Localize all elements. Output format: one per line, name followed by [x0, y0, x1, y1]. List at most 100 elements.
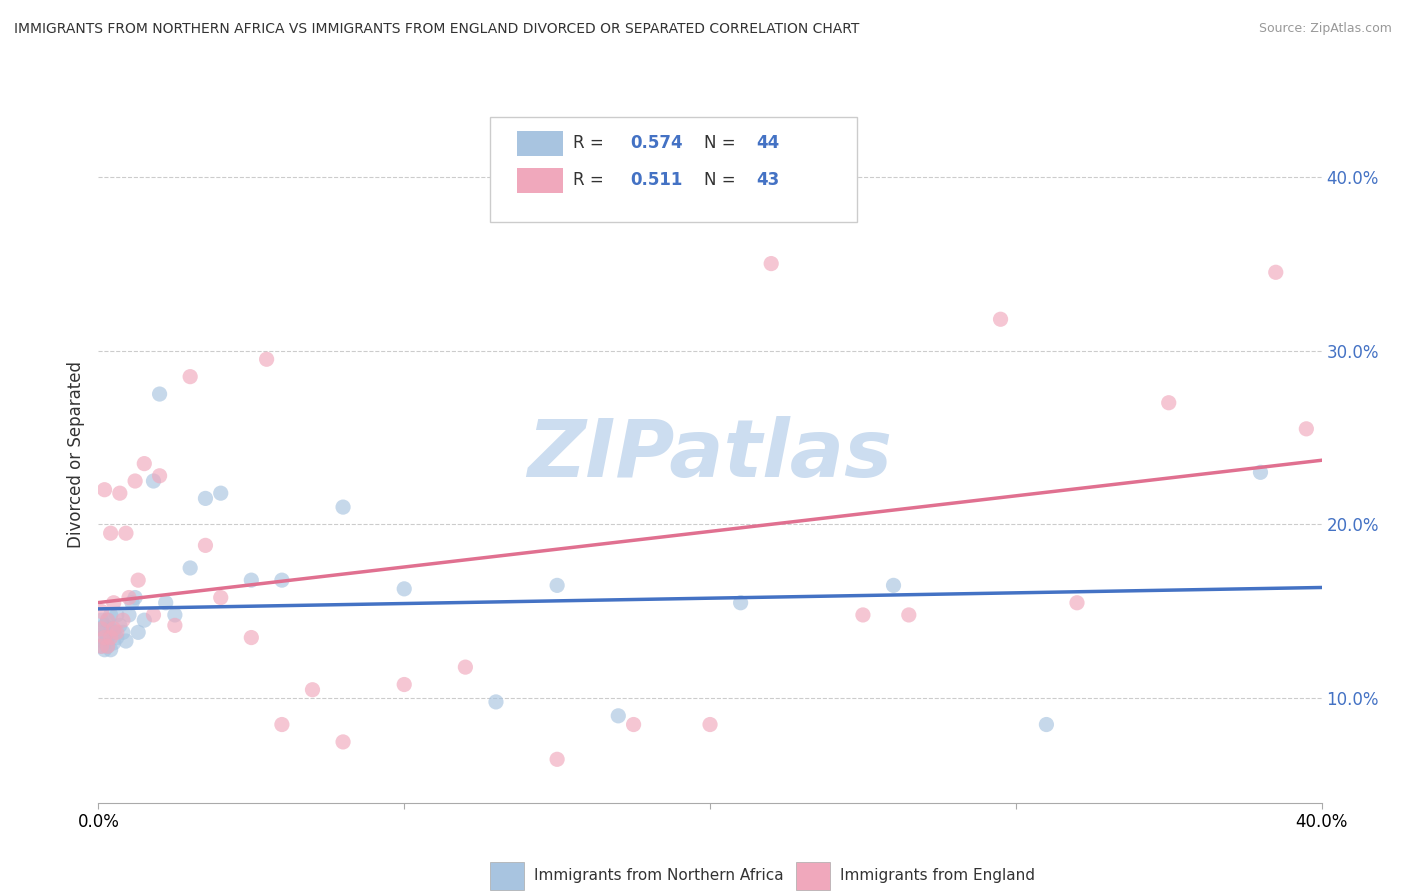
Point [118, 607, 141, 622]
Point [163, 607, 186, 622]
Point [97, 613, 120, 627]
Bar [517, 169, 564, 193]
Point [852, 607, 875, 622]
Point [127, 573, 149, 587]
Point [97, 639, 120, 653]
Point [256, 352, 278, 367]
Text: 0.511: 0.511 [630, 171, 683, 189]
Text: R =: R = [574, 171, 614, 189]
Point [301, 682, 323, 697]
Point [100, 642, 122, 657]
Point [93, 625, 115, 640]
Point [97, 631, 120, 645]
Point [179, 369, 201, 384]
Point [103, 636, 125, 650]
Point [93, 631, 115, 645]
Point [93, 642, 115, 657]
Point [194, 538, 217, 552]
Text: 44: 44 [756, 134, 780, 153]
Point [623, 717, 645, 731]
Point [127, 625, 149, 640]
Point [759, 257, 782, 271]
Point [392, 582, 416, 596]
Text: R =: R = [574, 134, 609, 153]
Point [103, 625, 125, 640]
Text: N =: N = [704, 171, 741, 189]
Point [485, 695, 508, 709]
Point [392, 677, 416, 691]
Point [105, 631, 128, 645]
Point [90, 605, 112, 619]
Point [897, 607, 920, 622]
Point [730, 596, 752, 610]
Point [134, 457, 156, 471]
Point [270, 573, 292, 587]
Point [121, 596, 143, 610]
Point [149, 387, 172, 401]
Point [105, 625, 128, 640]
Point [1249, 466, 1271, 480]
Point [100, 622, 122, 636]
Point [90, 622, 112, 636]
Point [332, 500, 354, 514]
Point [108, 618, 131, 632]
Point [93, 636, 115, 650]
Bar [489, 862, 524, 889]
Point [93, 618, 115, 632]
Point [90, 622, 112, 636]
Point [115, 634, 138, 648]
Point [100, 631, 122, 645]
Point [155, 596, 177, 610]
Point [108, 486, 131, 500]
Point [607, 708, 630, 723]
Bar [517, 131, 564, 156]
Point [97, 613, 120, 627]
Point [93, 483, 115, 497]
Text: IMMIGRANTS FROM NORTHERN AFRICA VS IMMIGRANTS FROM ENGLAND DIVORCED OR SEPARATED: IMMIGRANTS FROM NORTHERN AFRICA VS IMMIG… [14, 22, 859, 37]
Point [1157, 395, 1180, 409]
Point [179, 561, 201, 575]
Point [1264, 265, 1286, 279]
Point [883, 578, 905, 592]
Text: 43: 43 [756, 171, 780, 189]
Point [142, 474, 165, 488]
Point [124, 474, 146, 488]
Point [194, 491, 217, 506]
Point [332, 735, 354, 749]
Point [699, 717, 721, 731]
Text: N =: N = [704, 134, 741, 153]
Text: Immigrants from Northern Africa: Immigrants from Northern Africa [534, 868, 783, 883]
Point [97, 639, 120, 653]
Point [90, 613, 112, 627]
Point [1035, 717, 1057, 731]
Point [149, 468, 172, 483]
Point [115, 526, 138, 541]
Point [118, 591, 141, 605]
Point [134, 613, 156, 627]
Point [240, 573, 263, 587]
Text: Source: ZipAtlas.com: Source: ZipAtlas.com [1258, 22, 1392, 36]
Point [209, 486, 232, 500]
Text: 0.574: 0.574 [630, 134, 683, 153]
Point [240, 631, 263, 645]
Point [90, 639, 112, 653]
Point [1066, 596, 1088, 610]
Point [163, 618, 186, 632]
Point [142, 607, 165, 622]
Point [454, 660, 477, 674]
Point [1295, 422, 1317, 436]
Bar [796, 862, 830, 889]
Point [270, 717, 292, 731]
FancyBboxPatch shape [489, 118, 856, 222]
Y-axis label: Divorced or Separated: Divorced or Separated [66, 361, 84, 549]
Point [111, 613, 134, 627]
Text: ZIPatlas: ZIPatlas [527, 416, 893, 494]
Point [124, 591, 146, 605]
Point [90, 639, 112, 653]
Point [100, 607, 122, 622]
Point [100, 526, 122, 541]
Point [103, 622, 125, 636]
Point [546, 752, 568, 766]
Point [209, 591, 232, 605]
Point [103, 596, 125, 610]
